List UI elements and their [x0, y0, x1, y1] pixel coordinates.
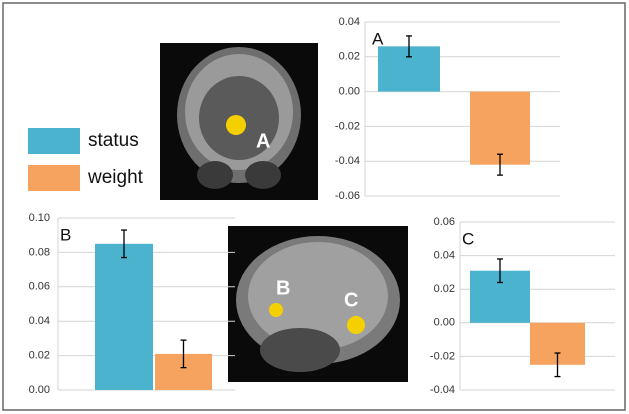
y-tick-label: -0.06 — [335, 190, 360, 202]
y-tick-label: 0.06 — [434, 216, 455, 228]
y-tick-label: 0.06 — [29, 281, 50, 293]
y-tick-label: -0.04 — [335, 155, 360, 167]
y-tick-label: 0.04 — [29, 315, 50, 327]
y-tick-label: 0.04 — [434, 250, 455, 262]
y-tick-label: 0.04 — [339, 16, 360, 28]
y-tick-label: -0.04 — [430, 384, 455, 396]
y-tick-label: 0.00 — [29, 384, 50, 396]
panel-label: A — [372, 29, 384, 48]
brain-image-bc: B C — [228, 226, 408, 382]
bar — [95, 243, 153, 390]
legend-swatch — [28, 128, 80, 154]
panel-label: C — [462, 229, 474, 248]
y-tick-label: 0.00 — [434, 317, 455, 329]
y-tick-label: 0.10 — [29, 212, 50, 224]
legend-label: weight — [87, 167, 144, 188]
y-tick-label: 0.02 — [434, 283, 455, 295]
brain-image-a: A — [160, 43, 318, 200]
y-tick-label: 0.08 — [29, 246, 50, 258]
bar — [470, 91, 530, 165]
y-tick-label: 0.02 — [29, 350, 50, 362]
y-tick-label: 0.00 — [339, 86, 360, 98]
legend-label: status — [88, 130, 139, 151]
y-tick-label: -0.02 — [430, 350, 455, 362]
image-label: B — [276, 277, 290, 299]
image-label: C — [344, 289, 358, 311]
y-tick-label: 0.02 — [339, 51, 360, 63]
image-label: A — [256, 130, 270, 152]
y-tick-label: -0.02 — [335, 120, 360, 132]
legend-swatch — [28, 165, 80, 191]
panel-label: B — [60, 225, 71, 244]
